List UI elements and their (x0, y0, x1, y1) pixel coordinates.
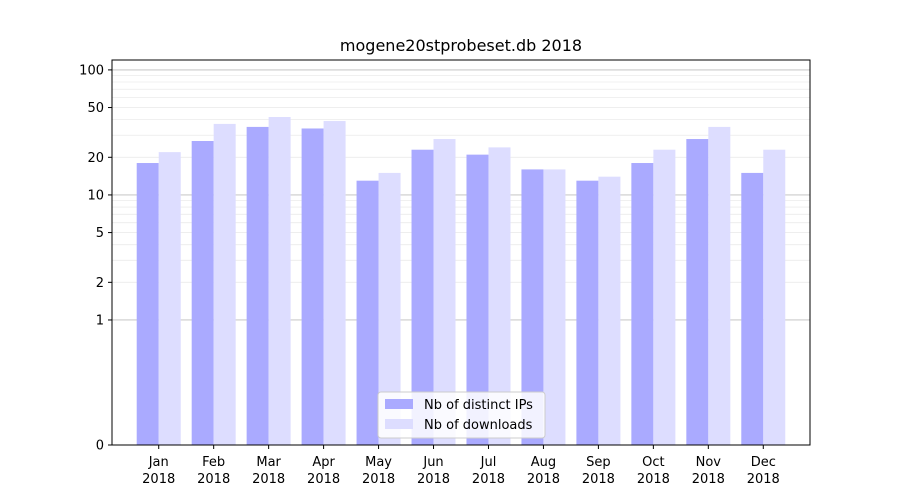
x-tick-label-year: 2018 (692, 472, 725, 487)
bar (543, 169, 566, 445)
x-tick-label-month: Sep (586, 455, 611, 470)
legend-swatch (385, 399, 413, 409)
x-tick-label-year: 2018 (637, 472, 670, 487)
x-tick-label-month: Jun (422, 455, 443, 470)
bar (191, 140, 214, 445)
x-tick-label-month: Oct (642, 455, 664, 470)
x-tick-label-year: 2018 (252, 472, 285, 487)
x-tick-label-year: 2018 (747, 472, 780, 487)
legend: Nb of distinct IPs Nb of downloads (377, 391, 546, 439)
bar (323, 121, 346, 446)
axes: 0 1 2 5 10 20 50 100 Jan 2018 Feb 2018 Mar 2018 Apr 201… (79, 59, 811, 487)
bar (378, 172, 401, 445)
bar (653, 149, 676, 446)
y-tick-label: 20 (87, 151, 104, 166)
x-tick-label-month: May (365, 455, 392, 470)
bar (136, 163, 159, 445)
x-tick-label-month: Nov (696, 455, 722, 470)
x-tick-label-month: Aug (531, 455, 556, 470)
legend-box (377, 391, 546, 439)
x-tick-label-month: Mar (256, 455, 281, 470)
y-tick-label: 2 (96, 276, 104, 291)
x-tick-label-year: 2018 (362, 472, 395, 487)
bar (488, 147, 511, 446)
x-tick-label-year: 2018 (307, 472, 340, 487)
y-tick-label: 50 (87, 101, 104, 116)
x-tick-label-month: Apr (312, 455, 335, 470)
x-tick-label-month: Dec (751, 455, 776, 470)
y-tick-label: 0 (96, 439, 104, 454)
bar (521, 169, 544, 445)
bar (158, 152, 181, 445)
x-tick-label-year: 2018 (582, 472, 615, 487)
bar (576, 180, 599, 445)
bar (356, 180, 379, 445)
x-tick-label-year: 2018 (142, 472, 175, 487)
bar (433, 139, 456, 445)
bar (708, 126, 731, 446)
bar (268, 117, 291, 445)
bar (686, 139, 709, 445)
plot-frame (111, 59, 811, 446)
x-tick-label-month: Jan (148, 455, 169, 470)
bar (741, 172, 764, 445)
bar (246, 126, 269, 446)
legend-swatch (385, 419, 413, 429)
x-tick-label-month: Jul (480, 455, 497, 470)
legend-label: Nb of distinct IPs (424, 398, 533, 413)
bar (631, 163, 654, 445)
x-tick-label-month: Feb (202, 455, 225, 470)
bar (411, 149, 434, 446)
bars (136, 117, 786, 446)
chart-title: mogene20stprobeset.db 2018 (340, 36, 582, 55)
bar (598, 176, 621, 445)
x-tick-label-year: 2018 (417, 472, 450, 487)
bar (466, 154, 489, 446)
y-tick-label: 5 (96, 226, 104, 241)
y-tick-label: 1 (96, 313, 104, 328)
bar (301, 128, 324, 445)
bar (763, 149, 786, 446)
y-tick-label: 100 (79, 63, 104, 78)
x-tick-label-year: 2018 (472, 472, 505, 487)
y-tick-label: 10 (87, 188, 104, 203)
legend-label: Nb of downloads (424, 418, 533, 433)
x-tick-label-year: 2018 (197, 472, 230, 487)
bar (213, 123, 236, 445)
x-tick-label-year: 2018 (527, 472, 560, 487)
